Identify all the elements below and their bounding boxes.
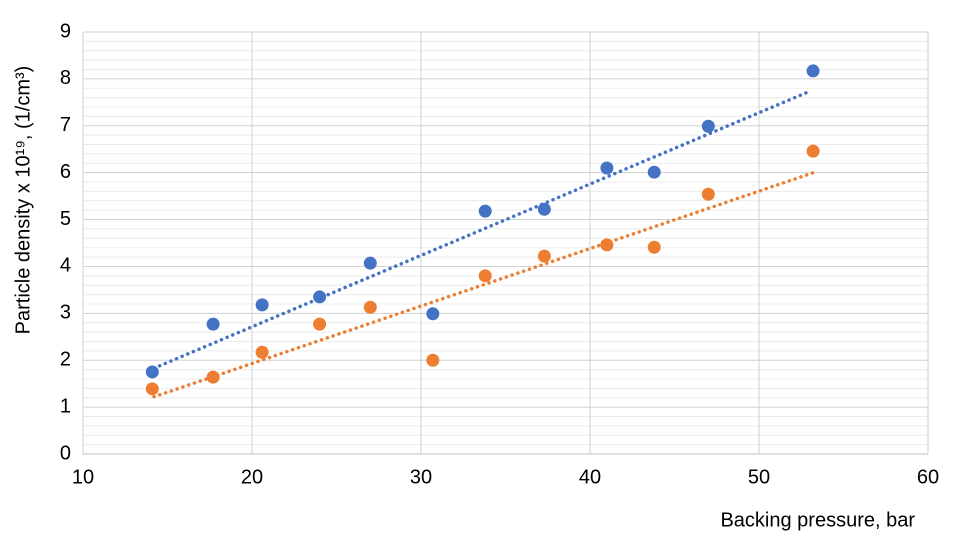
point xyxy=(313,317,327,331)
x-axis-label: Backing pressure, bar xyxy=(720,509,915,531)
x-tick-label: 50 xyxy=(748,466,770,488)
y-tick-label: 6 xyxy=(60,161,71,183)
point xyxy=(426,353,440,367)
point xyxy=(145,382,159,396)
point xyxy=(537,249,551,263)
trendline xyxy=(152,170,817,399)
y-tick-label: 7 xyxy=(60,114,71,136)
point xyxy=(537,202,551,216)
point xyxy=(600,238,614,252)
point xyxy=(255,345,269,359)
y-tick-label: 4 xyxy=(60,255,71,277)
x-tick-label: 20 xyxy=(241,466,263,488)
y-axis-label: Particle density x 10¹⁹, (1/cm³) xyxy=(12,66,34,335)
x-tick-label: 60 xyxy=(917,466,939,488)
point xyxy=(206,317,220,331)
y-tick-label: 3 xyxy=(60,302,71,324)
point xyxy=(206,370,220,384)
point xyxy=(426,307,440,321)
point xyxy=(478,269,492,283)
point xyxy=(255,298,269,312)
y-tick-label: 8 xyxy=(60,67,71,89)
point xyxy=(647,240,661,254)
x-tick-label: 10 xyxy=(72,466,94,488)
x-tick-label: 30 xyxy=(410,466,432,488)
point xyxy=(313,290,327,304)
y-tick-label: 2 xyxy=(60,349,71,371)
point xyxy=(145,365,159,379)
point xyxy=(363,256,377,270)
point xyxy=(806,64,820,78)
y-tick-label: 5 xyxy=(60,208,71,230)
y-tick-label: 1 xyxy=(60,395,71,417)
point xyxy=(806,144,820,158)
y-tick-label: 9 xyxy=(60,20,71,42)
point xyxy=(600,161,614,175)
y-tick-label: 0 xyxy=(60,442,71,464)
x-tick-label: 40 xyxy=(579,466,601,488)
point xyxy=(647,165,661,179)
point xyxy=(363,300,377,314)
point xyxy=(701,119,715,133)
point xyxy=(701,187,715,201)
point xyxy=(478,204,492,218)
trendline xyxy=(152,90,810,370)
